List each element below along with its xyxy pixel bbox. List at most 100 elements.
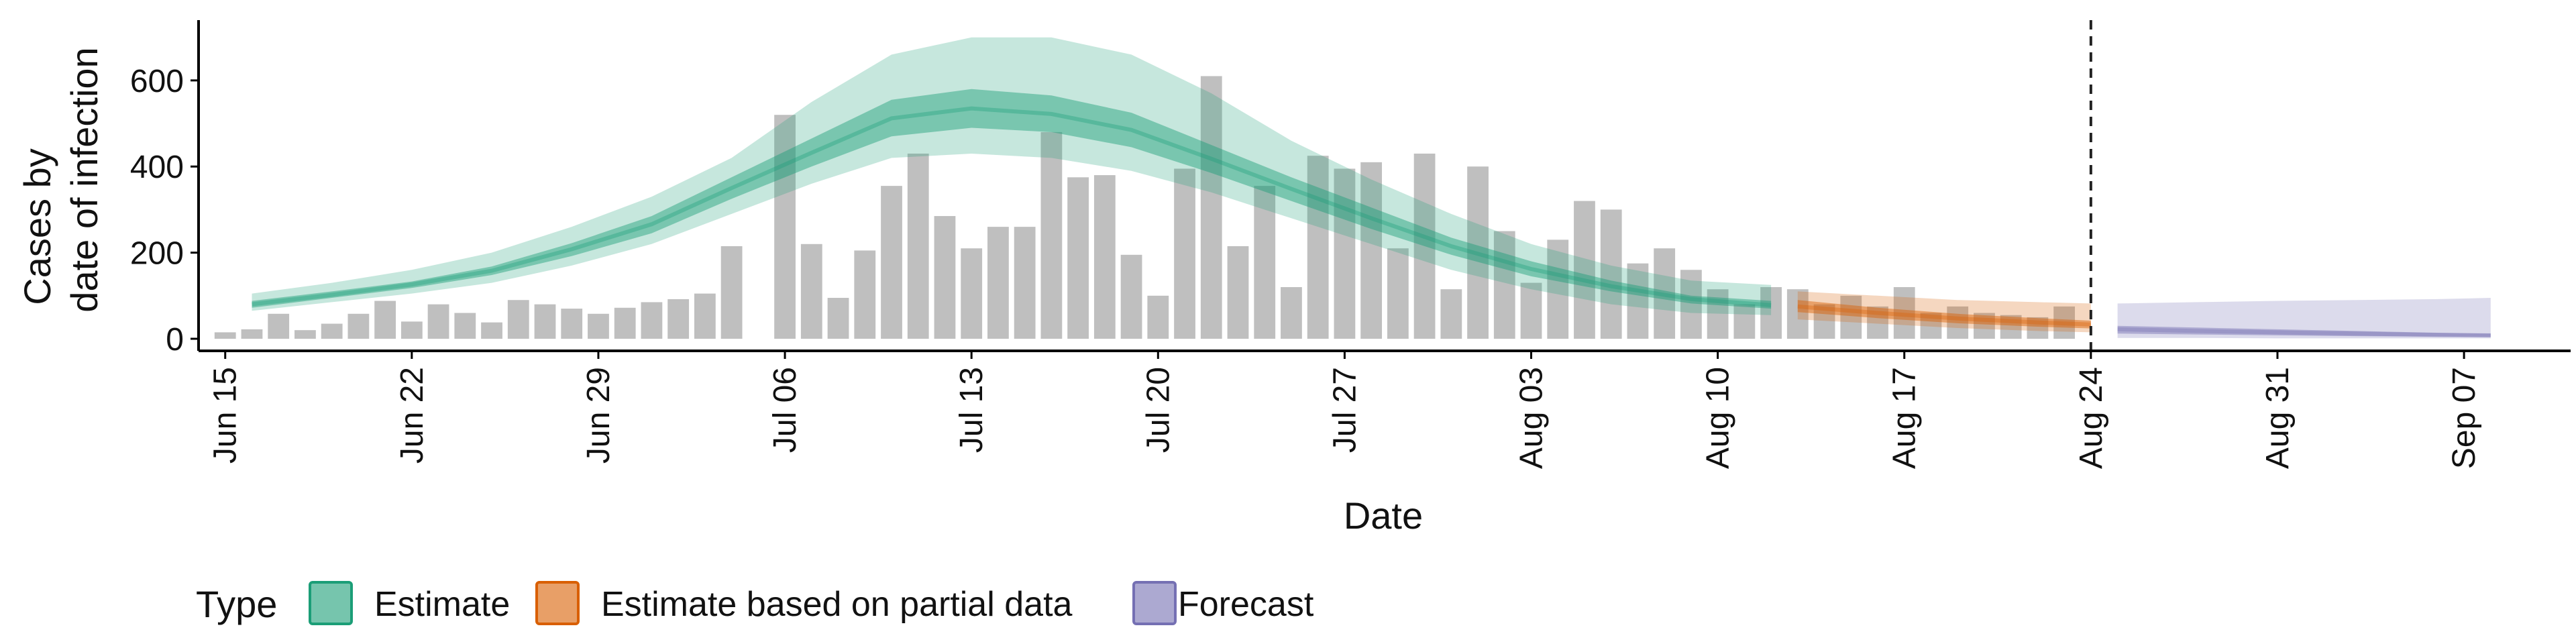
case-bar [961,248,983,339]
case-bar [400,321,423,339]
case-bar [774,115,796,339]
case-bar [561,309,583,339]
case-bar [1600,209,1622,339]
y-tick-label: 200 [130,236,184,272]
case-bar [2000,315,2022,339]
case-bar [588,313,609,339]
x-tick-label: Aug 17 [1887,367,1923,469]
case-bar [1920,313,1942,339]
case-bar [1893,286,1915,339]
case-bar [1360,162,1383,339]
case-bar [1654,248,1676,339]
case-bar [694,293,716,339]
case-bar [1067,177,1089,339]
legend-title: Type [196,583,277,625]
case-bar [1707,289,1729,339]
case-bar [1120,254,1142,339]
estimate-median-line [252,106,1772,307]
legend-label-partial: Estimate based on partial data [601,585,1073,624]
case-bar [1254,186,1276,339]
case-bar [1040,131,1063,339]
case-bar [1947,306,1969,339]
case-bar [294,330,316,339]
case-bar [1520,282,1542,339]
case-bar [534,304,556,339]
bars-layer [214,76,2076,339]
case-bar [614,307,636,339]
case-bar [427,304,449,339]
case-bar [321,323,343,339]
x-tick-label: Aug 31 [2260,367,2296,469]
case-bar [374,301,396,339]
case-bar [1733,304,1756,339]
case-bar [1813,304,1835,339]
case-bar [1307,156,1329,339]
case-bar [1547,239,1569,339]
case-bar [2027,317,2049,339]
case-bar [1840,295,1862,339]
y-tick-label: 400 [130,150,184,185]
case-bar [2053,306,2076,339]
x-tick-label: Jun 15 [208,367,244,464]
x-tick-label: Jul 20 [1140,367,1176,453]
case-bar [854,250,876,339]
x-tick-label: Aug 10 [1701,367,1736,469]
partial-median-line [1797,304,2092,327]
x-tick-label: Aug 03 [1514,367,1550,469]
legend-label-forecast: Forecast [1178,585,1314,624]
partial-band-50 [1797,300,2091,329]
case-bar [1867,306,1888,339]
case-bar [1680,270,1702,339]
x-tick-label: Jun 22 [394,367,430,464]
case-bar [1574,201,1595,339]
case-bar [987,227,1009,339]
case-bar [827,298,849,339]
x-tick-label: Jul 27 [1327,367,1362,453]
case-bar [1760,286,1782,339]
case-bar [1440,289,1462,339]
x-tick-label: Sep 07 [2447,367,2482,469]
y-tick-label: 0 [166,322,184,358]
y-tick-label: 600 [130,64,184,99]
case-bar [1334,168,1356,339]
case-bar [1014,227,1036,339]
case-bar [481,322,502,339]
case-bar [454,313,476,339]
case-bar [1413,153,1436,339]
forecast-band-90 [2117,298,2491,339]
x-tick-label: Jul 06 [767,367,803,453]
case-bar [507,300,529,339]
x-tick-label: Jun 29 [581,367,616,464]
case-bar [934,216,956,339]
case-bar [907,153,929,339]
legend-swatch-estimate [309,581,353,625]
case-bar [268,313,290,339]
case-bar [1093,175,1116,339]
case-bar [1200,76,1222,339]
case-bar [214,332,236,339]
forecast-band-50 [2117,325,2491,337]
case-bar [1493,231,1515,339]
x-axis-title: Date [1344,494,1423,537]
axes-layer: 0 200 400 600 Jun 15 Jun 22 Jun 29 Jul 06 Jul 13… [130,20,2571,469]
legend-swatch-partial [535,581,580,625]
case-bar [881,186,902,339]
case-bar [1174,168,1195,339]
ribbons-layer [252,37,2491,339]
case-bar [241,329,263,339]
case-bar [800,244,822,339]
estimate-band-90 [252,37,1772,315]
case-bar [347,313,370,339]
case-bar [1467,166,1489,339]
partial-band-90 [1797,291,2091,333]
case-bar [1281,286,1302,339]
case-bar [667,299,690,339]
legend-swatch-forecast [1132,581,1177,625]
legend: Type Estimate Estimate based on partial … [196,581,1314,625]
y-axis-title-line2: date of infection [63,47,105,312]
y-axis-title-line1: Cases by [16,148,58,305]
legend-label-estimate: Estimate [374,585,510,624]
case-bar [720,246,743,339]
case-bar [1627,263,1649,339]
